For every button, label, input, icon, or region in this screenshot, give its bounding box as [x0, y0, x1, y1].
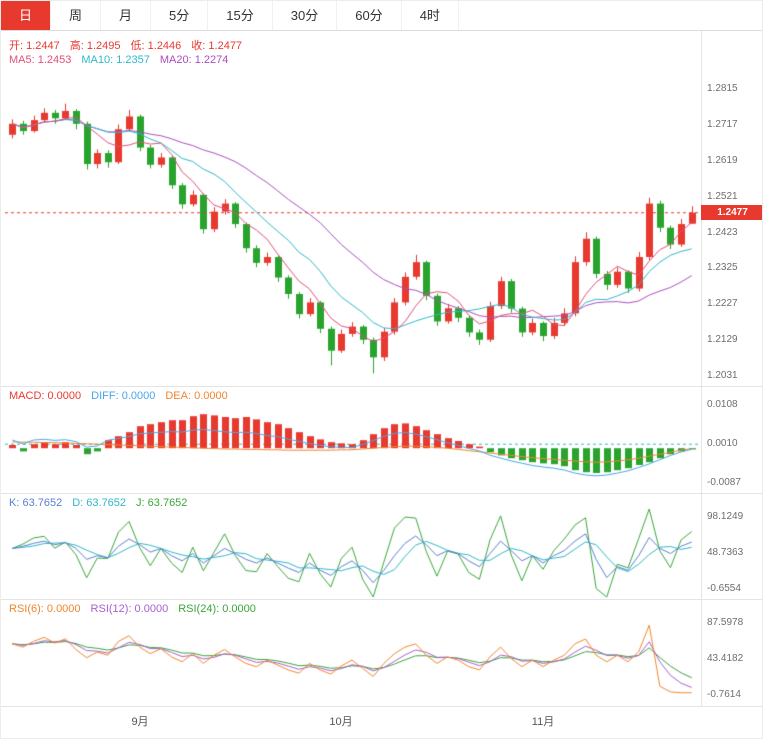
- y-axis-label: 0.0010: [707, 438, 738, 449]
- tab-month[interactable]: 月: [101, 1, 152, 30]
- tab-week[interactable]: 周: [51, 1, 102, 30]
- y-axis-label: -0.7614: [707, 689, 741, 700]
- legend-item: D: 63.7652: [72, 497, 127, 509]
- x-axis-label: 11月: [531, 716, 555, 728]
- last-price-badge: 1.2477: [701, 205, 762, 220]
- panel-divider: [1, 493, 762, 494]
- y-axis-label: 98.1249: [707, 511, 744, 522]
- panel-divider: [1, 386, 762, 387]
- x-axis-label: 9月: [131, 716, 149, 728]
- legend-item: MA5: 1.2453: [9, 54, 72, 66]
- legend-item: 收: 1.2477: [191, 40, 243, 52]
- legend-item: J: 63.7652: [136, 497, 188, 509]
- legend-item: K: 63.7652: [9, 497, 63, 509]
- y-axis-label: 0.0108: [707, 399, 738, 410]
- legend-item: DIFF: 0.0000: [91, 390, 156, 402]
- legend-item: 低: 1.2446: [130, 40, 182, 52]
- y-axis-label: 43.4182: [707, 653, 744, 664]
- y-axis-label: 1.2423: [707, 227, 738, 238]
- y-axis-label: 1.2521: [707, 191, 738, 202]
- y-axis-label: 1.2619: [707, 155, 738, 166]
- y-axis-label: 1.2129: [707, 334, 738, 345]
- tab-m60[interactable]: 60分: [337, 1, 402, 30]
- tab-day[interactable]: 日: [1, 1, 52, 30]
- legend-item: DEA: 0.0000: [165, 390, 228, 402]
- y-axis-label: 1.2717: [707, 119, 738, 130]
- x-axis-label: 10月: [329, 716, 353, 728]
- macd-legend: MACD: 0.0000 DIFF: 0.0000 DEA: 0.0000: [9, 390, 238, 402]
- y-axis-label: -0.6554: [707, 583, 741, 594]
- legend-item: 高: 1.2495: [69, 40, 121, 52]
- kdj-legend: K: 63.7652 D: 63.7652 J: 63.7652: [9, 497, 197, 509]
- tab-m30[interactable]: 30分: [273, 1, 338, 30]
- rsi-legend: RSI(6): 0.0000 RSI(12): 0.0000 RSI(24): 0.…: [9, 603, 266, 615]
- y-axis-label: 87.5978: [707, 617, 744, 628]
- y-axis-label: 1.2815: [707, 83, 738, 94]
- tab-m5[interactable]: 5分: [151, 1, 209, 30]
- legend-item: MA10: 1.2357: [81, 54, 150, 66]
- y-axis-label: 48.7363: [707, 547, 744, 558]
- panel-divider: [1, 706, 762, 707]
- panel-divider: [1, 599, 762, 600]
- legend-item: MA20: 1.2274: [159, 54, 229, 66]
- y-axis-label: 1.2031: [707, 370, 738, 381]
- y-axis-border: [701, 31, 702, 706]
- y-axis-label: 1.2227: [707, 298, 738, 309]
- legend-item: RSI(6): 0.0000: [9, 603, 81, 615]
- legend-item: RSI(12): 0.0000: [90, 603, 169, 615]
- y-axis-label: 1.2325: [707, 262, 738, 273]
- legend-item: 开: 1.2447: [9, 40, 60, 52]
- legend-item: MACD: 0.0000: [9, 390, 82, 402]
- tab-h4[interactable]: 4时: [402, 1, 459, 30]
- tab-m15[interactable]: 15分: [208, 1, 273, 30]
- ohlc-legend: 开: 1.2447 高: 1.2495 低: 1.2446 收: 1.2477: [9, 37, 252, 53]
- legend-item: RSI(24): 0.0000: [178, 603, 256, 615]
- ma-legend: MA5: 1.2453 MA10: 1.2357 MA20: 1.2274: [9, 54, 238, 66]
- y-axis-label: -0.0087: [707, 477, 741, 488]
- timeframe-tabbar: 日周月 5分 15分 30分 60分 4时: [1, 1, 762, 31]
